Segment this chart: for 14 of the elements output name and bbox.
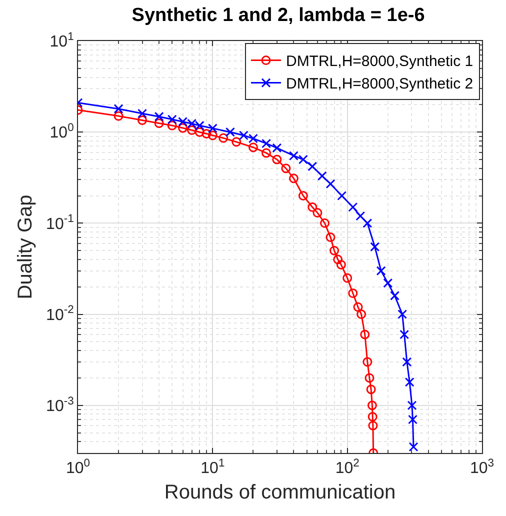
x-tick-label: 10$^{3}$	[470, 457, 494, 478]
y-tick-label: 10$^{-1}$	[46, 213, 74, 233]
x-tick-label: 10$^{0}$	[66, 457, 90, 478]
y-tick-label: 10$^{-2}$	[46, 304, 74, 324]
y-tick-label: 10$^{1}$	[50, 30, 74, 51]
y-tick-label: 10$^{0}$	[50, 122, 74, 142]
legend-label: DMTRL,H=8000,Synthetic 1	[286, 53, 474, 70]
y-axis-title: Duality Gap	[14, 194, 37, 300]
x-tick-label: 10$^{2}$	[335, 457, 360, 478]
x-tick-label: 10$^{1}$	[200, 457, 225, 478]
chart-title: Synthetic 1 and 2, lambda = 1e-6	[132, 5, 425, 26]
legend-label: DMTRL,H=8000,Synthetic 2	[286, 76, 474, 93]
y-tick-label: 10$^{-3}$	[46, 395, 74, 415]
x-axis-title: Rounds of communication	[164, 482, 396, 504]
